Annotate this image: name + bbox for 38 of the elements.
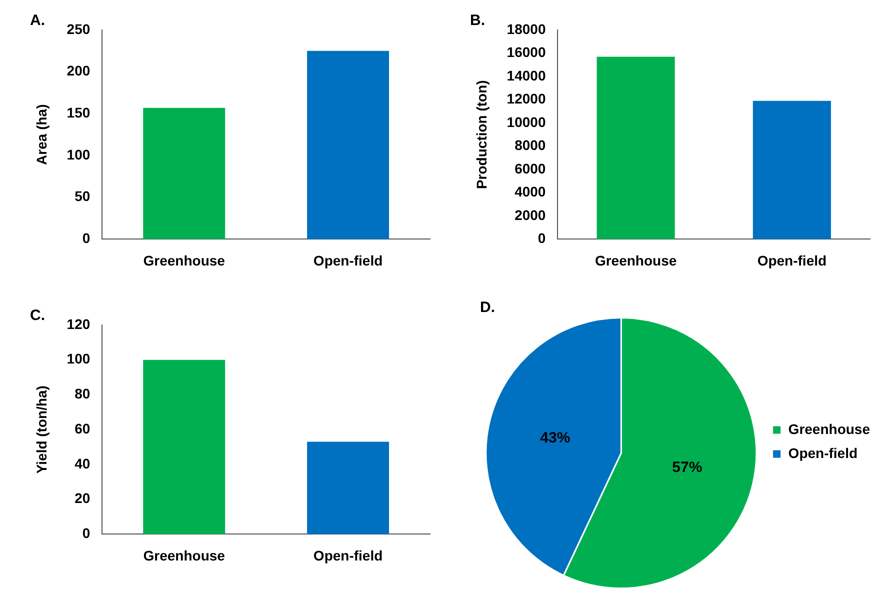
y-tick-label: 0 (82, 525, 90, 542)
y-tick-label: 14000 (506, 67, 546, 84)
y-tick-label: 12000 (506, 90, 546, 107)
chart-title: B. (470, 12, 485, 30)
y-tick-label: 0 (538, 230, 546, 246)
y-axis-title: Yield (ton/ha) (33, 386, 50, 474)
y-tick-label: 100 (66, 146, 90, 162)
y-tick-label: 10000 (506, 114, 546, 130)
y-tick-label: 40 (74, 455, 90, 472)
legend-label: Greenhouse (788, 420, 870, 437)
y-tick-label: 18000 (506, 20, 546, 37)
x-tick-label: Open-field (313, 252, 383, 268)
y-tick-label: 6000 (514, 160, 546, 176)
y-tick-label: 16000 (506, 44, 546, 60)
y-tick-label: 200 (66, 62, 90, 79)
y-tick-label: 150 (66, 104, 90, 121)
data-label: 43% (540, 429, 570, 446)
data-label: 57% (672, 458, 702, 476)
chart-title: A. (30, 12, 45, 30)
y-tick-label: 120 (66, 316, 90, 332)
y-tick-label: 60 (74, 420, 90, 436)
y-tick-label: 2000 (514, 206, 546, 223)
chart-title: C. (30, 307, 45, 324)
legend-label: Open-field (788, 444, 858, 461)
y-tick-label: 0 (82, 230, 90, 246)
y-tick-label: 8000 (514, 137, 546, 154)
y-tick-label: 80 (74, 386, 90, 402)
x-tick-label: Greenhouse (594, 252, 677, 268)
y-tick-label: 100 (66, 350, 90, 367)
x-tick-label: Greenhouse (143, 252, 226, 268)
y-tick-label: 4000 (514, 184, 546, 200)
y-tick-label: 50 (74, 188, 90, 204)
y-tick-label: 20 (74, 490, 90, 506)
y-tick-label: 250 (66, 20, 90, 37)
chart-title: D. (480, 299, 495, 316)
y-axis-title: Area (ha) (33, 104, 50, 165)
x-tick-label: Open-field (757, 252, 827, 268)
y-axis-title: Production (ton) (473, 80, 490, 190)
